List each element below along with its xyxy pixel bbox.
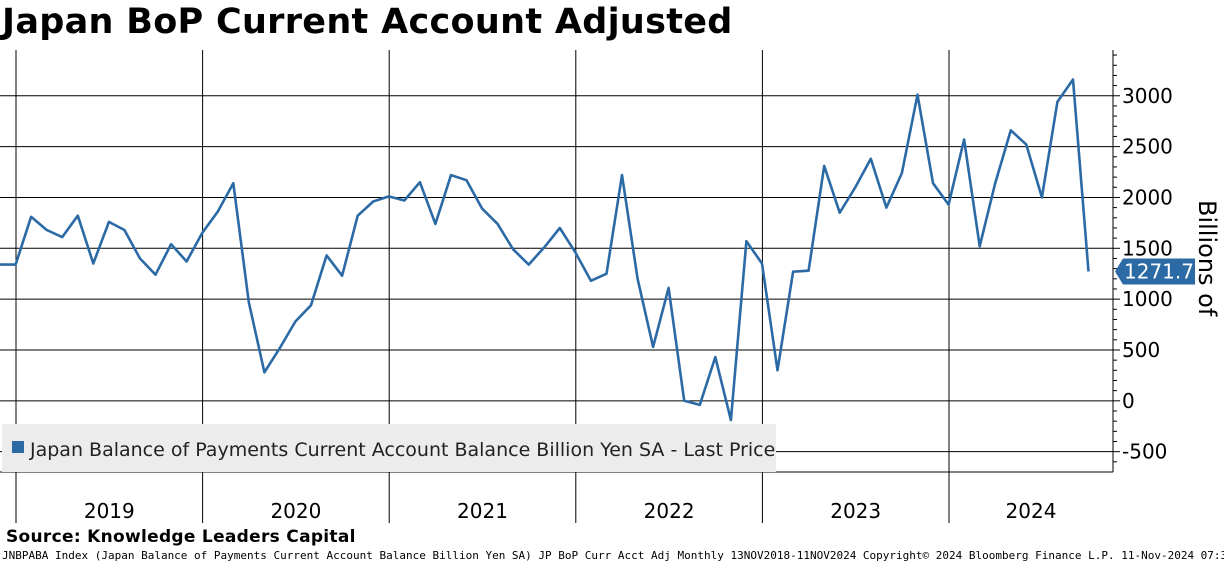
tick-label-y-1000: 1000 [1122, 287, 1173, 311]
year-label-2022: 2022 [644, 499, 695, 523]
tick-label-y-1500: 1500 [1122, 236, 1173, 260]
tick-label-y--500: -500 [1122, 440, 1167, 464]
tick-label-y-0: 0 [1122, 389, 1135, 413]
horizontal-gridlines [0, 95, 1113, 453]
year-label-2021: 2021 [457, 499, 508, 523]
last-value-label: 1271.7 [1124, 260, 1194, 284]
tick-label-y-2500: 2500 [1122, 135, 1173, 159]
chart-title: Japan BoP Current Account Adjusted [2, 2, 733, 42]
legend-background [2, 424, 776, 472]
y-axis-tick-labels: -500 0 500 1000 1500 2000 2500 3000 [1122, 84, 1173, 464]
tick-label-y-2000: 2000 [1122, 185, 1173, 209]
year-label-2020: 2020 [270, 499, 321, 523]
series-layer [0, 78, 1090, 422]
legend: Japan Balance of Payments Current Accoun… [2, 424, 776, 472]
year-label-2023: 2023 [830, 499, 881, 523]
year-label-2024: 2024 [1006, 499, 1057, 523]
last-value-marker: 1271.7 [1115, 258, 1195, 285]
legend-series-label: Japan Balance of Payments Current Accoun… [29, 439, 775, 461]
tick-label-y-3000: 3000 [1122, 84, 1173, 108]
legend-series-swatch [12, 441, 24, 453]
y-axis-ticks [1113, 54, 1120, 463]
tick-label-y-500: 500 [1122, 338, 1160, 362]
series-line-current-account [0, 78, 1090, 422]
year-label-2019: 2019 [84, 499, 135, 523]
y-axis-label: Billions of [1193, 200, 1221, 317]
x-axis-year-labels: 2019 2020 2021 2022 2023 2024 [84, 499, 1057, 523]
source-note: Source: Knowledge Leaders Capital [6, 527, 356, 547]
last-value-flag [1115, 258, 1195, 285]
footer-metadata: JNBPABA Index (Japan Balance of Payments… [2, 549, 1224, 562]
